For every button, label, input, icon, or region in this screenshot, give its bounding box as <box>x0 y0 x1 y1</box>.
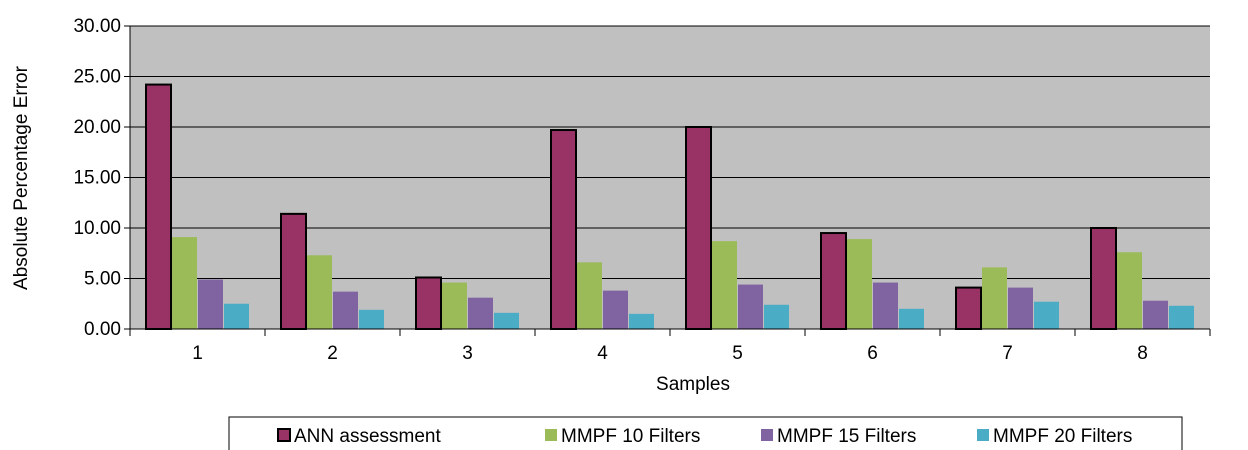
bar-mmpf-10-filters-6 <box>847 239 872 329</box>
x-tick-label: 6 <box>867 343 878 364</box>
bar-ann-assessment-7 <box>955 286 982 330</box>
bar-mmpf-15-filters-4 <box>603 290 628 329</box>
bar-mmpf-10-filters-7 <box>982 267 1007 329</box>
bar-mmpf-15-filters-3 <box>468 297 493 329</box>
bar-mmpf-10-filters-2 <box>307 255 332 329</box>
legend-swatch <box>977 429 989 441</box>
x-tick-label: 5 <box>732 343 743 364</box>
legend-box <box>228 416 1183 450</box>
bar-mmpf-15-filters-2 <box>333 291 358 329</box>
y-axis-label: Absolute Percentage Error <box>11 65 32 290</box>
axes <box>124 25 1211 336</box>
y-tick-label: 30.00 <box>73 16 121 37</box>
bar-ann-assessment-5 <box>685 126 712 330</box>
legend-label: MMPF 10 Filters <box>561 426 700 447</box>
y-tick-label: 15.00 <box>73 168 121 189</box>
legend-label: MMPF 20 Filters <box>993 426 1132 447</box>
y-tick-label: 5.00 <box>84 269 121 290</box>
bar-mmpf-20-filters-8 <box>1169 305 1194 329</box>
x-tick-labels: 1 2 3 4 5 6 7 8 <box>192 343 1148 364</box>
legend: ANN assessment MMPF 10 Filters MMPF 15 Fil… <box>228 416 1183 450</box>
bar-mmpf-10-filters-5 <box>712 241 737 329</box>
bar-mmpf-10-filters-1 <box>172 237 197 329</box>
bar-mmpf-10-filters-3 <box>442 282 467 329</box>
x-tick-label: 3 <box>462 343 473 364</box>
y-tick-labels: 0.00 5.00 10.00 15.00 20.00 25.00 30.00 <box>73 16 121 340</box>
bars <box>145 83 1194 330</box>
bar-mmpf-20-filters-2 <box>359 309 384 329</box>
bar-ann-assessment-8 <box>1090 227 1117 330</box>
y-tick-label: 20.00 <box>73 117 121 138</box>
legend-label: MMPF 15 Filters <box>777 426 916 447</box>
bar-ann-assessment-6 <box>820 232 847 330</box>
bar-mmpf-20-filters-3 <box>494 312 519 329</box>
x-tick-label: 1 <box>192 343 203 364</box>
bar-mmpf-20-filters-6 <box>899 308 924 329</box>
y-tick-label: 25.00 <box>73 67 121 88</box>
y-tick-label: 10.00 <box>73 218 121 239</box>
bar-mmpf-15-filters-7 <box>1008 287 1033 329</box>
bar-ann-assessment-4 <box>550 129 577 330</box>
bar-mmpf-15-filters-6 <box>873 282 898 329</box>
x-tick-label: 8 <box>1137 343 1148 364</box>
bar-mmpf-15-filters-1 <box>198 279 223 329</box>
bar-ann-assessment-3 <box>415 276 442 330</box>
bar-mmpf-10-filters-8 <box>1117 252 1142 329</box>
legend-swatch <box>545 429 557 441</box>
bar-mmpf-20-filters-7 <box>1034 301 1059 329</box>
x-tick-label: 2 <box>327 343 338 364</box>
legend-swatch <box>761 429 773 441</box>
bar-mmpf-20-filters-1 <box>224 303 249 329</box>
x-tick-label: 4 <box>597 343 608 364</box>
y-tick-label: 0.00 <box>84 319 121 340</box>
bar-mmpf-15-filters-5 <box>738 284 763 329</box>
bar-mmpf-20-filters-4 <box>629 313 654 329</box>
bar-mmpf-10-filters-4 <box>577 262 602 329</box>
bar-mmpf-15-filters-8 <box>1143 300 1168 329</box>
bar-ann-assessment-1 <box>145 83 172 330</box>
x-tick-label: 7 <box>1002 343 1013 364</box>
x-axis-label: Samples <box>656 374 730 395</box>
legend-label: ANN assessment <box>294 426 441 447</box>
bar-ann-assessment-2 <box>280 212 307 330</box>
legend-swatch <box>277 428 291 442</box>
bar-mmpf-20-filters-5 <box>764 304 789 329</box>
